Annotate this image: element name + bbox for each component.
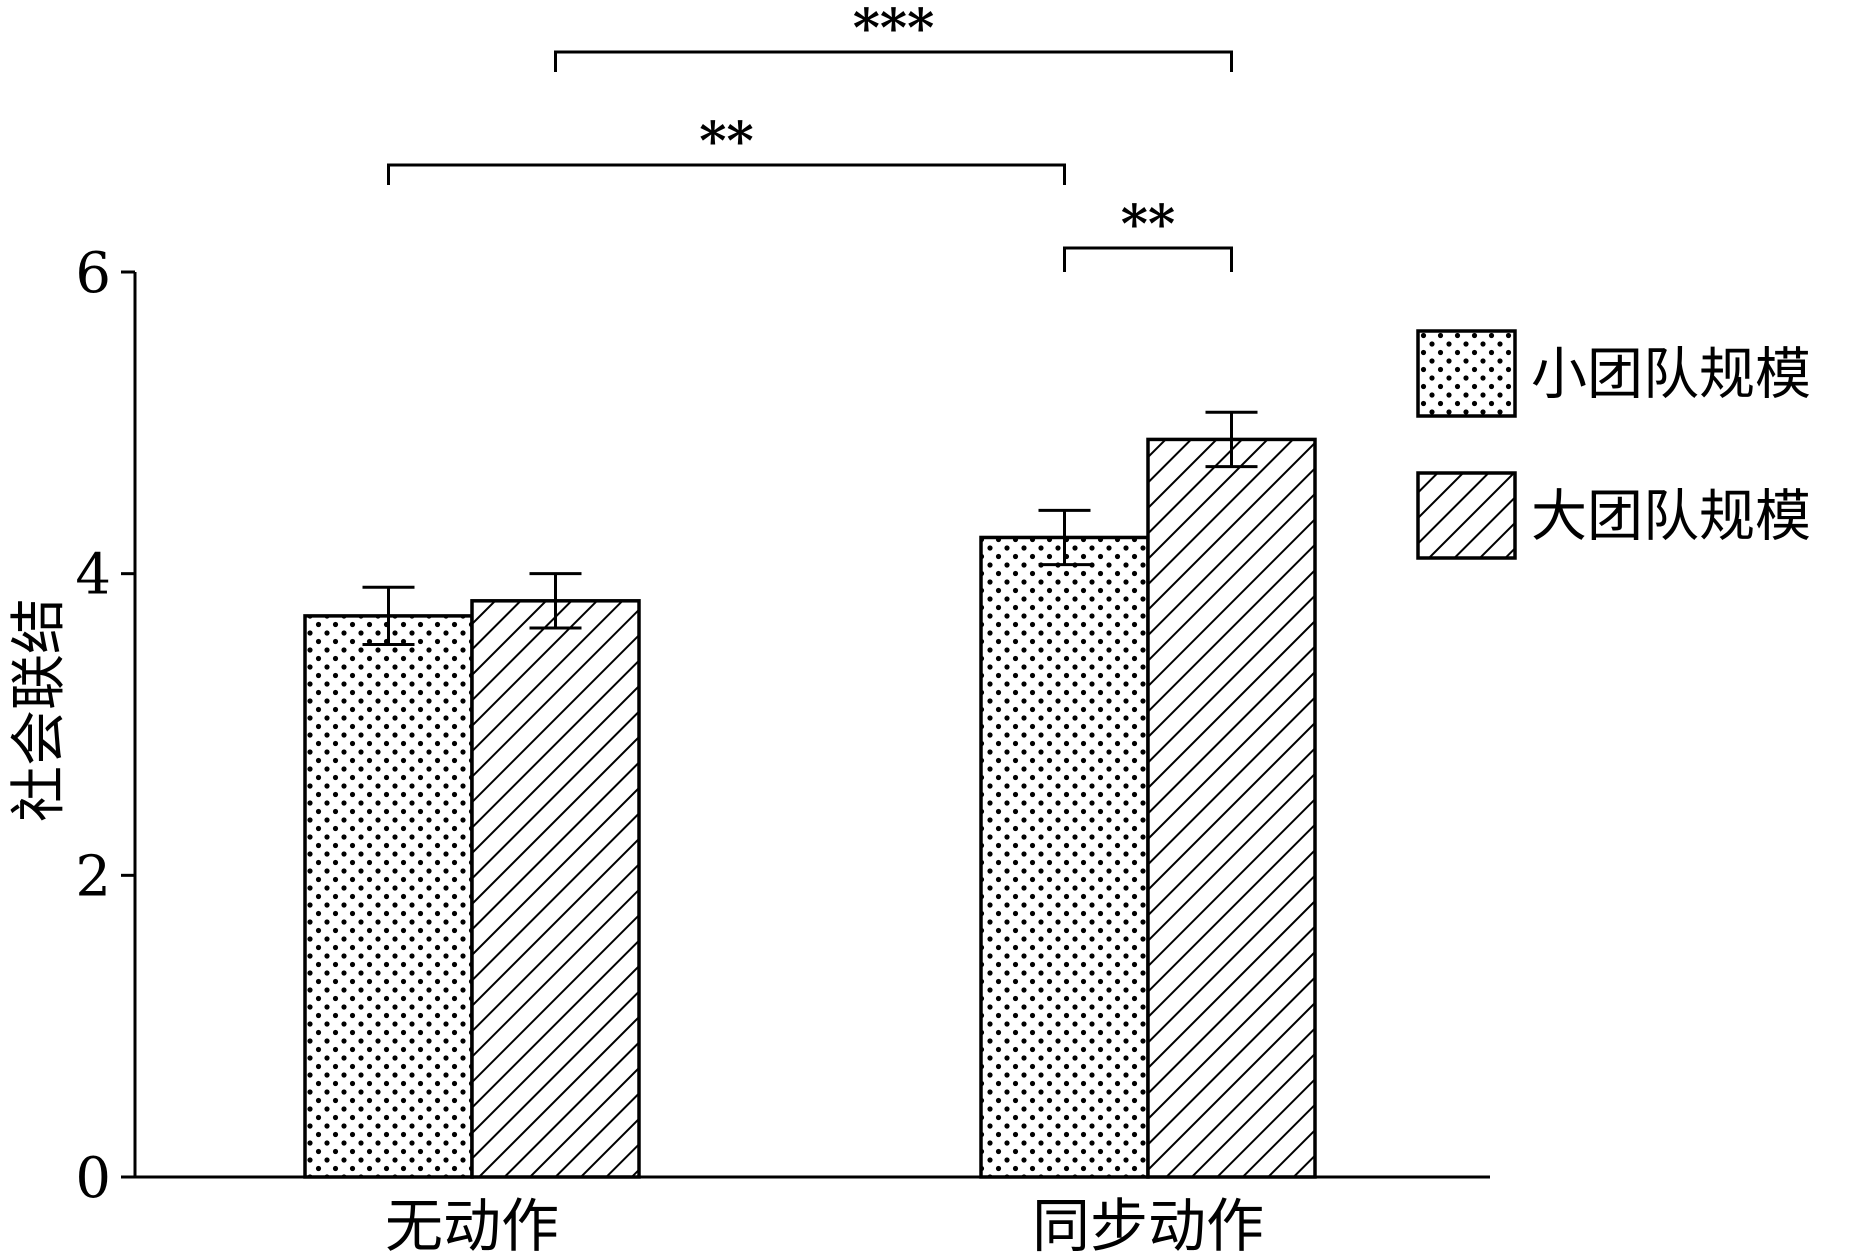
legend-swatch [1416,471,1517,560]
bar [470,599,641,1179]
bar [979,535,1150,1179]
y-axis-label: 社会联结 [7,598,72,822]
y-tick-label: 2 [75,844,111,909]
x-category-label: 同步动作 [1032,1192,1264,1256]
legend-label: 小团队规模 [1531,343,1811,408]
significance-label: ** [1121,194,1175,255]
significance-bracket [1063,246,1233,272]
bar [1146,437,1317,1179]
bar [303,614,474,1179]
y-tick-label: 4 [75,543,111,608]
significance-bracket [554,50,1233,72]
significance-bracket [387,163,1066,185]
y-tick-label: 6 [75,241,111,306]
legend-label: 大团队规模 [1531,485,1811,550]
legend-swatch [1416,329,1517,418]
significance-label: *** [853,0,935,59]
y-tick-label: 0 [75,1146,111,1211]
significance-label: ** [699,111,753,172]
x-category-label: 无动作 [385,1192,559,1256]
